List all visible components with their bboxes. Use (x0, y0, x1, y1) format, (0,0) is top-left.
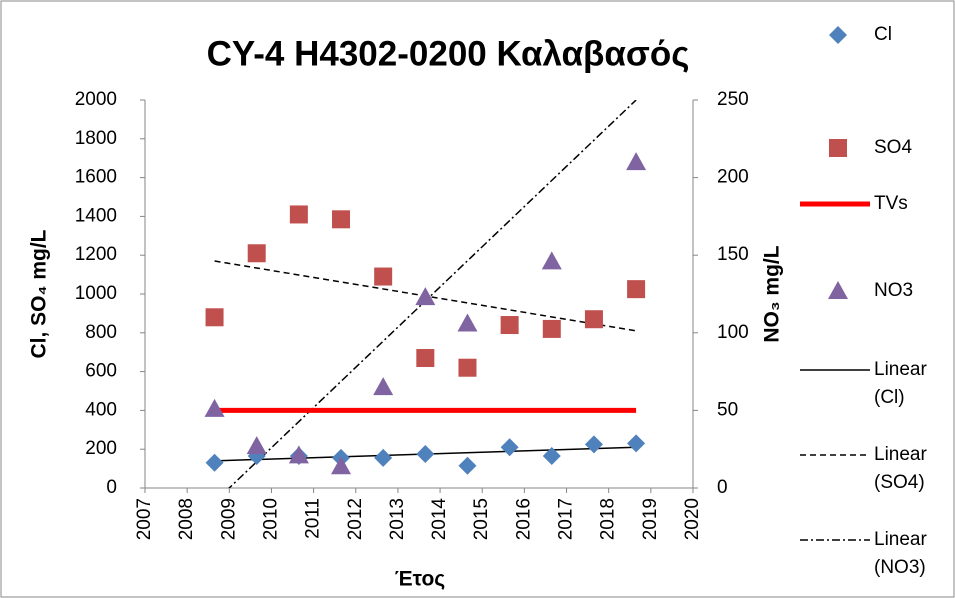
y-tick-label: 1600 (75, 167, 117, 188)
point (541, 251, 562, 270)
x-tick-label: 2010 (260, 498, 281, 540)
x-tick-label: 2016 (513, 498, 534, 540)
y-tick-label: 1000 (75, 283, 117, 304)
y-tick-label: 1400 (75, 205, 117, 226)
y-tick-label: 400 (85, 399, 117, 420)
legend-label: Linear (Cl) (874, 359, 927, 408)
x-tick-label: 2011 (303, 498, 324, 539)
x-axis-label: Έτος (395, 568, 446, 591)
point (247, 244, 266, 263)
point (374, 267, 393, 286)
x-tick-label: 2013 (387, 498, 408, 540)
legend-label: NO3 (874, 280, 914, 301)
point (584, 435, 603, 454)
point (332, 210, 351, 229)
x-tick-label: 2007 (134, 498, 155, 540)
y-tick-label: 200 (85, 438, 117, 459)
chart-title: CY-4 H4302-0200 Καλαβασός (207, 34, 690, 73)
y-tick-label: 1800 (75, 128, 117, 149)
y2-tick-label: 100 (717, 322, 749, 343)
point (458, 358, 477, 377)
point (205, 308, 224, 327)
x-tick-label: 2009 (218, 498, 239, 540)
legend-label: Linear (SO4) (874, 444, 927, 493)
point (542, 446, 561, 465)
point (204, 398, 225, 417)
x-tick-label: 2012 (345, 498, 366, 540)
point (626, 152, 647, 171)
legend-label: TVs (874, 193, 908, 214)
y-tick-label: 1200 (75, 244, 117, 265)
point (500, 316, 519, 335)
x-tick-label: 2008 (176, 498, 197, 540)
x-tick-label: 2020 (682, 498, 703, 540)
legend-swatch (829, 26, 847, 44)
point (415, 287, 436, 306)
legend-label: Linear (NO3) (874, 529, 927, 578)
legend-label: Cl (874, 24, 892, 45)
point (627, 434, 646, 453)
y-axis-label: Cl, SO₄ mg/L (28, 229, 51, 358)
y2-tick-label: 150 (717, 244, 749, 265)
legend-swatch (828, 281, 848, 299)
point (416, 349, 435, 368)
point (542, 319, 561, 338)
y-tick-label: 0 (106, 477, 117, 498)
point (458, 456, 477, 475)
x-tick-label: 2019 (640, 498, 661, 540)
point (331, 456, 352, 475)
point (205, 453, 224, 472)
legend-label: SO4 (874, 137, 913, 158)
x-tick-label: 2017 (556, 498, 577, 540)
legend-swatch (829, 139, 847, 157)
point (416, 445, 435, 464)
y2-tick-label: 250 (717, 89, 749, 110)
x-tick-label: 2014 (429, 498, 450, 541)
y-tick-label: 600 (85, 361, 117, 382)
point (289, 205, 308, 224)
y2-axis-label: NO₃ mg/L (761, 245, 784, 342)
point (374, 448, 393, 467)
point (246, 436, 267, 455)
point (500, 438, 519, 457)
x-tick-label: 2015 (471, 498, 492, 540)
point (373, 377, 394, 396)
y-tick-label: 800 (85, 322, 117, 343)
y2-tick-label: 0 (717, 477, 728, 498)
point (627, 280, 646, 299)
y2-tick-label: 200 (717, 167, 749, 188)
y-tick-label: 2000 (75, 89, 117, 110)
point (288, 445, 309, 464)
point (584, 310, 603, 329)
x-tick-label: 2018 (598, 498, 619, 540)
point (457, 313, 478, 332)
y2-tick-label: 50 (717, 399, 738, 420)
